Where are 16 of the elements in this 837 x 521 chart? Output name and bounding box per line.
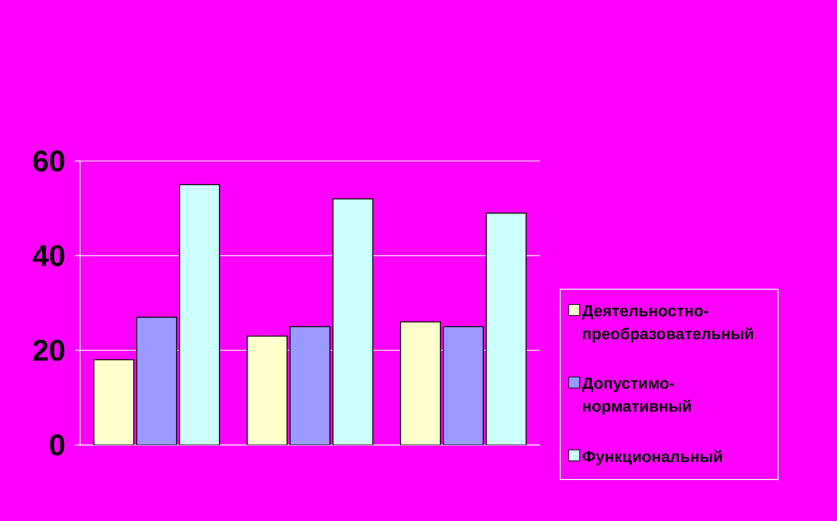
bar xyxy=(136,316,178,445)
bar xyxy=(290,326,330,445)
y-tick-label: 60 xyxy=(33,150,64,172)
bar xyxy=(442,326,484,445)
y-tick-label: 40 xyxy=(32,245,64,266)
legend-label: Функциональный xyxy=(582,450,722,466)
bar xyxy=(400,321,441,445)
y-tick-label: 0 xyxy=(50,434,64,456)
legend-label: Допустимо-нормативный xyxy=(582,378,691,415)
bar xyxy=(486,212,527,445)
bar xyxy=(93,359,134,445)
legend-label: Деятельностно-преобразовательный xyxy=(582,305,753,342)
bar xyxy=(179,184,220,445)
bar xyxy=(246,336,288,445)
y-tick-label: 20 xyxy=(33,340,64,361)
bar xyxy=(332,198,374,445)
